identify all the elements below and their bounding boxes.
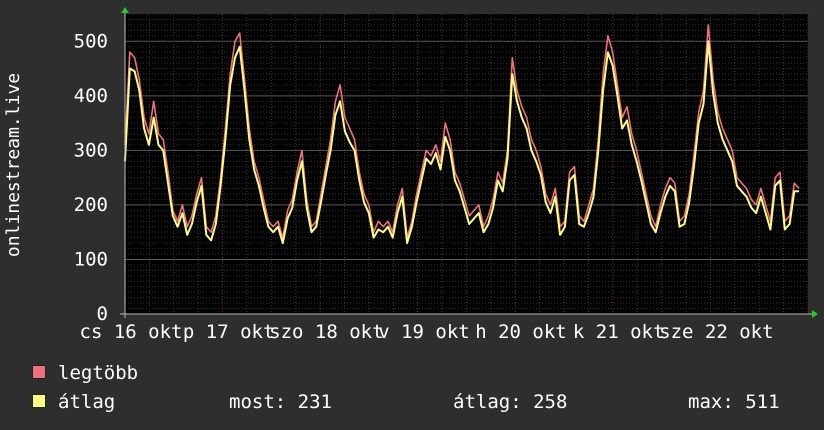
legend-swatch-avg — [32, 393, 46, 408]
legend-item-max: legtöbb — [32, 362, 138, 384]
x-tick-label: k 21 okt — [573, 321, 665, 343]
stat-now: most: 231 — [229, 391, 332, 413]
legend-swatch-max — [32, 364, 46, 379]
grid — [124, 13, 809, 314]
y-tick-label: 500 — [74, 30, 108, 52]
x-axis-arrow — [812, 310, 818, 318]
series-line-avg — [124, 40, 800, 245]
x-tick-label: cs 16 okt — [80, 321, 183, 343]
series-lines — [124, 24, 800, 245]
y-tick-label: 300 — [74, 139, 108, 161]
legend-label-avg: átlag — [58, 391, 116, 413]
x-tick-label: szo 18 okt — [269, 321, 383, 343]
stat-max: max: 511 — [688, 391, 780, 413]
series-line-max — [124, 24, 800, 239]
x-tick-label: v 19 okt — [378, 321, 470, 343]
y-axis-ticks: 0 100 200 300 400 500 — [74, 30, 108, 325]
y-tick-label: 100 — [74, 248, 108, 270]
y-tick-label: 200 — [74, 194, 108, 216]
x-tick-label: h 20 okt — [475, 321, 567, 343]
y-axis-label: onlinestream.live — [3, 73, 24, 257]
y-tick-label: 400 — [74, 85, 108, 107]
y-tick-label: 0 — [97, 303, 108, 325]
legend-item-avg: átlag — [32, 391, 115, 413]
legend-label-max: legtöbb — [58, 362, 139, 384]
stat-avg: átlag: 258 — [453, 391, 568, 413]
x-tick-label: sze 22 okt — [659, 321, 773, 343]
y-axis-arrow — [121, 7, 129, 13]
x-tick-label: p 17 okt — [183, 321, 275, 343]
